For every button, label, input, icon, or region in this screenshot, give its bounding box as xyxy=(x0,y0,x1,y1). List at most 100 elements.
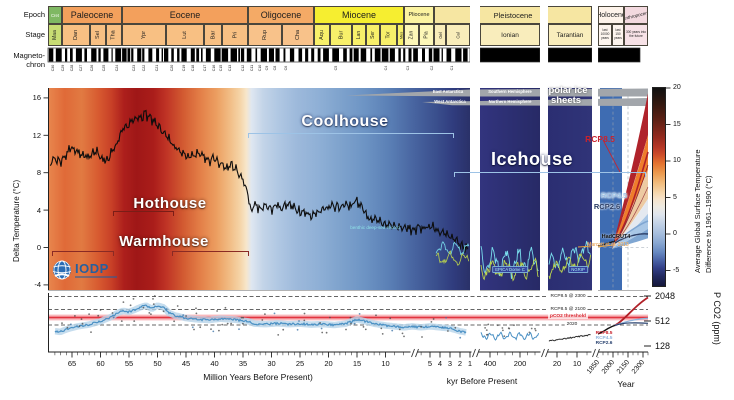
stage-label: Ypr xyxy=(141,30,147,40)
hadcrut4-label: HadCRUT4 xyxy=(601,234,631,240)
epoch-cell-miocene: Miocene xyxy=(314,6,404,24)
colorbar-tick-label--5: -5 xyxy=(673,266,680,274)
kyr-axis-caption: kyr Before Present xyxy=(446,376,518,386)
chron-label-c22: C22 xyxy=(142,64,146,72)
co2-proxy-dots xyxy=(61,295,537,339)
stage-cell-zan: Zan xyxy=(404,24,419,46)
colorbar-axis-label-line2: Difference to 1961–1990 (°C) xyxy=(704,175,713,273)
rcp26-main-label: RCP2.6 xyxy=(593,202,621,211)
chron-label-c6: C6 xyxy=(284,65,288,71)
x-tick-label-ma-60: 60 xyxy=(96,359,105,368)
chron-label-c4: C4 xyxy=(384,65,388,71)
y-tick-label-8: 8 xyxy=(36,168,41,178)
axis-break-gap-1 xyxy=(540,5,548,291)
stage-label: Zan xyxy=(408,30,415,40)
stage-cell-maa: Maa xyxy=(48,24,62,46)
stage-label: Pia xyxy=(423,31,430,39)
y-tick-label-16: 16 xyxy=(32,93,41,103)
y-tick-label--4: -4 xyxy=(34,280,41,290)
epoch-label: Eocene xyxy=(169,10,201,20)
co2-axis-label: P CO2 (ppm) xyxy=(712,292,722,345)
chron-label-c28: C28 xyxy=(70,64,74,72)
epoch-cell-anthropocene: Anthropocene xyxy=(624,6,648,24)
co2-tick-label-128: 128 xyxy=(655,341,671,351)
stage-row-label: Stage xyxy=(25,30,45,39)
stage-label: Tarantian xyxy=(556,31,584,39)
stage-cell-gel: Gel xyxy=(434,24,446,46)
colorbar-tick-label-0: 0 xyxy=(673,230,677,237)
stage-label: Cha xyxy=(295,29,301,41)
epoch-cell-oligocene: Oligocene xyxy=(248,6,314,24)
stage-label: Dan xyxy=(73,29,79,41)
stage-label: Tha xyxy=(110,30,117,40)
chron-label-c3: C3 xyxy=(406,65,410,71)
rcp85-2300-label: RCP8.5 @ 2300 xyxy=(548,293,588,299)
chron-label-c8: C8 xyxy=(273,65,277,71)
epoch-cell-paleocene: Paleocene xyxy=(62,6,122,24)
stage-label: Sel xyxy=(94,31,101,39)
stage-cell-last-10000-years: last 10000 years xyxy=(598,24,612,46)
stage-cell-last-150-years: last 150 years xyxy=(612,24,624,46)
stage-cell-lut: Lut xyxy=(166,24,204,46)
stage-label: Lut xyxy=(182,31,188,39)
colorbar-axis-label: Average Global Surface Temperature Diffe… xyxy=(692,149,714,273)
axis-break-gap-0 xyxy=(470,5,480,291)
x-tick-label-ma-45: 45 xyxy=(181,359,191,368)
co2-tick-label-512: 512 xyxy=(655,316,671,326)
y-tick-label-4: 4 xyxy=(36,205,41,215)
x-tick-label-ma-55: 55 xyxy=(124,359,134,368)
east-antarctica-label: East Antarctica xyxy=(432,88,464,94)
y-tick-label-12: 12 xyxy=(32,130,41,140)
stage-cell-300-years-into-the-future: 300 years into the future xyxy=(624,24,648,46)
stage-cell-tha: Tha xyxy=(106,24,122,46)
warmhouse-bracket-early xyxy=(52,251,114,256)
chron-label-c15: C15 xyxy=(219,64,223,72)
stage-label: last 10000 years xyxy=(600,28,610,40)
epoch-label: Paleocene xyxy=(70,10,114,20)
epoch-cell-pleistocene: Pleistocene xyxy=(434,6,592,24)
northern-hemisphere-label: Northern Hemisphere xyxy=(488,98,532,104)
chron-label-c25: C25 xyxy=(102,64,106,72)
epoch-label: Pliocene xyxy=(408,12,430,18)
chron-label-c5: C5 xyxy=(334,65,338,71)
stage-cell-lan: Lan xyxy=(352,24,366,46)
co2-icecore-curve-400kyr xyxy=(480,331,540,341)
stage-cell-bar: Bar xyxy=(204,24,222,46)
iodp-logo-text: IODP xyxy=(75,261,109,276)
stage-label: Cal xyxy=(455,31,461,39)
epoch-cell-eocene: Eocene xyxy=(122,6,248,24)
x-tick-label-kyr-400: 400 xyxy=(483,359,497,368)
year-2020-label: 2020 xyxy=(564,322,580,328)
stage-label: Maa xyxy=(51,30,58,40)
stage-cell-cha: Cha xyxy=(282,24,314,46)
colorbar-tick-label-15: 15 xyxy=(673,120,681,128)
x-tick-label-ma-15: 15 xyxy=(352,359,362,368)
co2-legend-rcp26: RCP2.6 xyxy=(595,341,613,346)
x-tick-label-kyr-20: 20 xyxy=(552,359,562,368)
southern-hemisphere-label: Southern Hemisphere xyxy=(488,88,532,94)
x-tick-label-ma-5: 5 xyxy=(427,359,433,368)
colorbar-tick-label-5: 5 xyxy=(673,193,677,201)
stage-cell-sel: Sel xyxy=(90,24,106,46)
magnetochron-row-label-line1: Magneto- xyxy=(13,51,45,60)
icehouse-label: Icehouse xyxy=(490,149,574,169)
stage-cell-mes: Mes xyxy=(397,24,404,46)
x-tick-label-ma-4: 4 xyxy=(437,359,443,368)
x-tick-label-ma-40: 40 xyxy=(210,359,219,368)
chron-label-c21: C21 xyxy=(155,64,159,72)
stage-cell-aqu: Aqu xyxy=(314,24,330,46)
warmhouse-bracket-late xyxy=(172,251,249,256)
icehouse-bracket xyxy=(454,172,646,177)
stage-label: Bar xyxy=(210,30,216,40)
stage-label: Rup xyxy=(262,29,268,41)
x-tick-label-ma-50: 50 xyxy=(153,359,162,368)
observed-period-blue-stripe xyxy=(600,88,622,290)
x-tick-label-ma-25: 25 xyxy=(295,359,305,368)
stage-cell-ser: Ser xyxy=(366,24,380,46)
stage-cell-cal: Cal xyxy=(446,24,470,46)
chron-label-c26: C26 xyxy=(90,64,94,72)
chron-label-c1: C1 xyxy=(450,65,454,71)
epoch-cell-pliocene: Pliocene xyxy=(404,6,434,24)
x-tick-label-kyr-10: 10 xyxy=(572,359,582,368)
stage-label: Ionian xyxy=(501,31,519,39)
